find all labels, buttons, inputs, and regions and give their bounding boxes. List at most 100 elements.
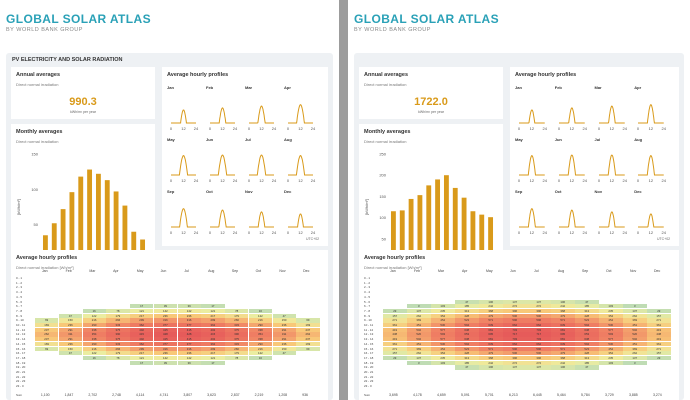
mini-x-tick: 0 [248,230,251,235]
heatmap-cell: 375 [106,337,130,342]
heatmap-cell: 438 [647,332,671,337]
hourly-profile-line [288,155,313,176]
hour-row-label: 5 - 6 [16,299,23,304]
brand-title[interactable]: GLOBAL SOLAR ATLAS [6,12,151,26]
heatmap-cell: 415 [153,337,177,342]
bar [488,217,494,260]
heatmap-cell: 157 [647,351,671,356]
heatmap-cell: 47 [455,365,479,370]
bar [51,223,57,260]
heatmap-cell: 266 [106,346,130,351]
hourly-profile-mini-chart: 0 12 24 [248,211,277,235]
heatmap-cell: 122 [248,351,272,356]
heatmap-cell: 506 [527,351,551,356]
hourly-profile-mini-chart: 0 12 24 [248,105,277,131]
table-month-header: Nov [630,269,637,273]
hourly-profile-line [558,154,585,176]
hourly-profile-mini-chart: 0 12 24 [597,105,627,131]
heatmap-cell: 291 [58,337,82,342]
heatmap-cell: 142 [177,308,201,314]
heatmap-cell: 157 [383,351,407,356]
annual-card: Annual averages Direct normal irradiation… [359,67,503,119]
heatmap-cell: 217 [201,313,225,318]
heatmap-cell: 185 [455,304,479,309]
heatmap-cell: 185 [575,304,599,309]
mini-x-tick: 24 [311,178,316,183]
heatmap-cell: 354 [431,351,455,356]
heatmap-cell: 16 [248,308,272,314]
mini-x-tick: 24 [662,126,667,131]
mini-x-tick: 12 [259,230,264,235]
mini-x-tick: 24 [233,178,238,183]
mini-x-tick: 0 [597,230,600,235]
heatmap-cell: 16 [248,355,272,361]
heatmap-cell: 638 [455,337,479,342]
heatmap-cell: 419 [383,327,407,332]
hour-row-label: 0 - 1 [364,276,371,280]
hourly-profile-mini-chart: 0 12 24 [170,208,199,235]
heatmap-cell: 523 [575,318,599,323]
heatmap-cell: 262 [407,313,431,318]
mini-x-tick: 24 [272,126,277,131]
heatmap-cell: 653 [575,332,599,337]
hourly-profile-line [638,213,664,228]
hourly-profile-line [288,213,313,228]
heatmap-cell: 338 [248,337,272,342]
brand-title[interactable]: GLOBAL SOLAR ATLAS [354,12,499,26]
month-label: Apr [284,85,291,90]
heatmap-cell: 428 [153,332,177,337]
mini-x-tick: 0 [558,126,561,131]
table-month-header: Jun [510,269,516,273]
heatmap-cell: 375 [225,337,249,342]
mini-x-tick: 0 [597,178,600,183]
heatmap-cell: 523 [455,318,479,323]
sum-value: 3,807 [183,392,193,397]
heatmap-cell: 47 [272,351,296,356]
bar [131,231,137,260]
heatmap-cell: 17 [201,304,225,309]
hour-row-label: 15 - 16 [364,346,374,351]
hour-row-label: 16 - 17 [364,351,374,356]
heatmap-cell: 185 [455,360,479,365]
heatmap-cell: 272 [527,304,551,309]
hourly-profile-line [598,105,625,124]
hourly-profile-line [638,104,664,124]
heatmap-cell: 271 [383,318,407,323]
heatmap-cell: 169 [296,341,320,347]
heatmap-cell: 695 [551,332,575,337]
heatmap-cell: 271 [647,318,671,323]
heatmap-cell: 271 [383,346,407,351]
heatmap-cell: 47 [58,351,82,356]
heatmap-cell: 377 [177,323,201,328]
hourly-profile-mini-chart: 0 12 24 [287,104,316,131]
month-label: May [515,137,523,142]
timezone-label: UTC+02 [657,237,671,241]
heatmap-cell: 369 [623,346,647,351]
heatmap-cell: 596 [527,346,551,351]
heatmap-cell: 402 [130,337,154,342]
heatmap-cell: 39 [177,360,201,365]
heatmap-cell: 577 [431,337,455,342]
heatmap-cell: 653 [455,332,479,337]
hour-row-label: 15 - 16 [16,346,26,351]
heatmap-cell: 415 [201,332,225,337]
mini-x-tick: 12 [298,230,303,235]
heatmap-cell: 17 [130,304,154,309]
heatmap-cell: 368 [551,355,575,361]
heatmap-cell: 137 [407,308,431,314]
heatmap-cell: 313 [455,355,479,361]
heatmap-cell: 262 [407,351,431,356]
hourly-profile-mini-chart: 0 12 24 [558,107,587,131]
bar [452,187,458,260]
heatmap-cell: 311 [272,332,296,337]
heatmap-cell: 454 [599,318,623,323]
heatmap-cell: 419 [647,327,671,332]
hourly-profile-mini-chart: 0 12 24 [287,213,316,235]
hour-row-label: 7 - 8 [364,308,371,313]
heatmap-cell: 150 [272,346,296,351]
hour-row-label: 17 - 18 [364,355,374,360]
heatmap-cell: 530 [599,323,623,328]
heatmap-cell: 415 [177,337,201,342]
heatmap-cell: 638 [455,327,479,332]
month-label: Jan [515,85,522,90]
